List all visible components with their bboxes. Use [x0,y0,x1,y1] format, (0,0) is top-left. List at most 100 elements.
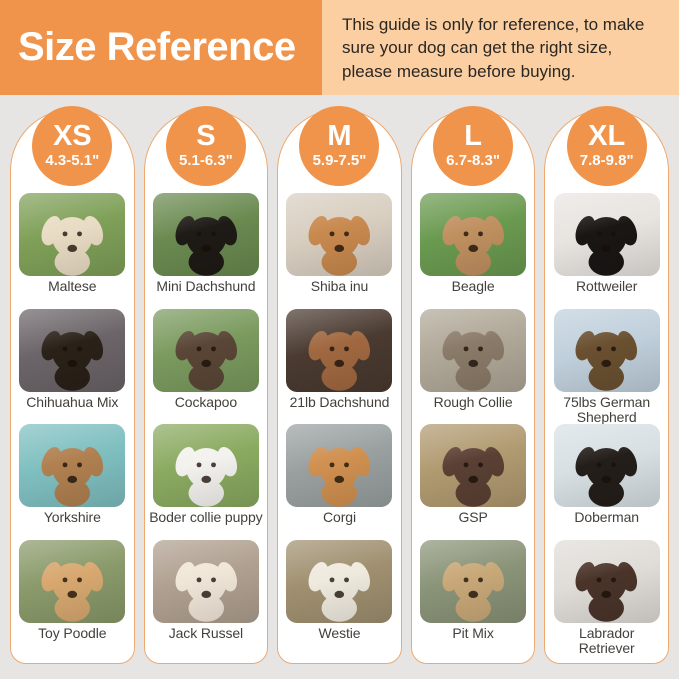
size-range: 6.7-8.3" [446,152,500,170]
header-note: This guide is only for reference, to mak… [322,0,679,95]
dog-cell: Westie [282,539,397,656]
dog-cell: Beagle [416,193,531,309]
dog-cell: Rough Collie [416,308,531,425]
dog-cell: Chihuahua Mix [15,308,130,425]
size-column-m: M 5.9-7.5" Shiba inu 21lb Dachshund [277,106,402,664]
dog-silhouette-icon [308,562,371,623]
dog-name-label: Shiba inu [310,278,369,294]
size-badge-m: M 5.9-7.5" [299,106,380,186]
dog-name-label: Rough Collie [433,393,513,410]
dog-silhouette-icon [175,331,237,392]
dog-silhouette-icon [442,331,504,392]
dog-name-label: GSP [458,509,488,525]
size-column-xl: XL 7.8-9.8" Rottweiler 75lbs German Shep… [544,106,669,664]
dog-list: Mini Dachshund Cockapoo Boder collie pup… [149,193,264,655]
dog-cell: Boder collie puppy [149,424,264,540]
dog-photo [553,193,660,276]
dog-photo [152,193,259,276]
dog-name-label: 21lb Dachshund [289,393,390,410]
dog-cell: Shiba inu [282,193,397,309]
dog-cell: Doberman [549,424,664,540]
dog-silhouette-icon [442,562,504,623]
size-label: XS [52,120,92,153]
header-note-text: This guide is only for reference, to mak… [342,15,645,81]
dog-cell: 21lb Dachshund [282,308,397,425]
dog-name-label: Rottweiler [576,278,638,294]
dog-list: Shiba inu 21lb Dachshund Corgi [282,193,397,655]
size-badge-xs: XS 4.3-5.1" [32,106,113,186]
dog-photo [19,193,126,276]
dog-silhouette-icon [308,215,371,276]
dog-silhouette-icon [175,562,237,623]
dog-photo [286,193,393,276]
dog-photo [420,308,527,392]
dog-list: Rottweiler 75lbs German Shepherd Doberma… [549,193,664,657]
size-badge-xl: XL 7.8-9.8" [566,106,647,186]
size-range: 4.3-5.1" [45,152,100,170]
size-column-s: S 5.1-6.3" Mini Dachshund Cockapoo [143,106,269,664]
size-label: XL [588,120,626,153]
size-column-xs: XS 4.3-5.1" Maltese Chihuahua Mix [10,106,135,664]
page-title: Size Reference [0,0,322,95]
dog-silhouette-icon [41,562,104,623]
dog-silhouette-icon [575,331,638,392]
dog-name-label: Pit Mix [452,624,494,641]
dog-name-label: Corgi [323,509,356,525]
dog-photo [420,193,527,276]
dog-cell: Maltese [15,193,130,309]
dog-silhouette-icon [175,215,237,276]
dog-silhouette-icon [442,215,504,276]
dog-name-label: 75lbs German Shepherd [563,393,651,426]
dog-name-label: Westie [318,624,361,641]
dog-photo [19,308,126,392]
size-column-l: L 6.7-8.3" Beagle Rough Collie [410,106,536,664]
dog-silhouette-icon [575,215,638,276]
dog-silhouette-icon [308,446,371,507]
dog-photo [19,539,126,623]
dog-silhouette-icon [308,331,371,392]
dog-silhouette-icon [41,331,104,392]
dog-photo [152,539,259,623]
dog-name-label: Toy Poodle [38,624,107,641]
dog-photo [420,539,527,623]
dog-photo [286,308,393,392]
size-badge-s: S 5.1-6.3" [165,106,246,186]
dog-cell: Rottweiler [549,193,664,309]
size-range: 5.1-6.3" [178,152,233,170]
dog-silhouette-icon [442,446,504,507]
size-range: 7.8-9.8" [579,152,634,170]
dog-silhouette-icon [41,446,104,507]
dog-list: Beagle Rough Collie GSP [416,193,531,655]
size-columns: XS 4.3-5.1" Maltese Chihuahua Mix [0,95,679,679]
dog-cell: 75lbs German Shepherd [549,308,664,426]
dog-name-label: Jack Russel [168,624,244,641]
dog-name-label: Labrador Retriever [578,624,635,657]
size-label: L [464,120,482,153]
dog-name-label: Maltese [48,278,97,294]
dog-photo [286,539,393,623]
dog-name-label: Boder collie puppy [149,509,263,525]
dog-name-label: Doberman [574,509,639,525]
dog-cell: Yorkshire [15,424,130,540]
dog-silhouette-icon [575,446,638,507]
dog-cell: Jack Russel [149,539,264,656]
dog-cell: Corgi [282,424,397,540]
dog-name-label: Mini Dachshund [156,278,256,294]
dog-silhouette-icon [175,446,237,507]
dog-name-label: Cockapoo [174,393,238,410]
dog-photo [553,424,660,507]
dog-photo [152,308,259,392]
dog-name-label: Beagle [451,278,495,294]
dog-silhouette-icon [575,562,638,623]
size-badge-l: L 6.7-8.3" [433,106,514,186]
dog-cell: GSP [416,424,531,540]
dog-photo [553,308,660,392]
dog-photo [19,424,126,507]
dog-cell: Toy Poodle [15,539,130,656]
dog-cell: Cockapoo [149,308,264,425]
size-range: 5.9-7.5" [312,152,367,170]
dog-photo [286,424,393,507]
dog-list: Maltese Chihuahua Mix Yorkshire [15,193,130,655]
header: Size Reference This guide is only for re… [0,0,679,95]
